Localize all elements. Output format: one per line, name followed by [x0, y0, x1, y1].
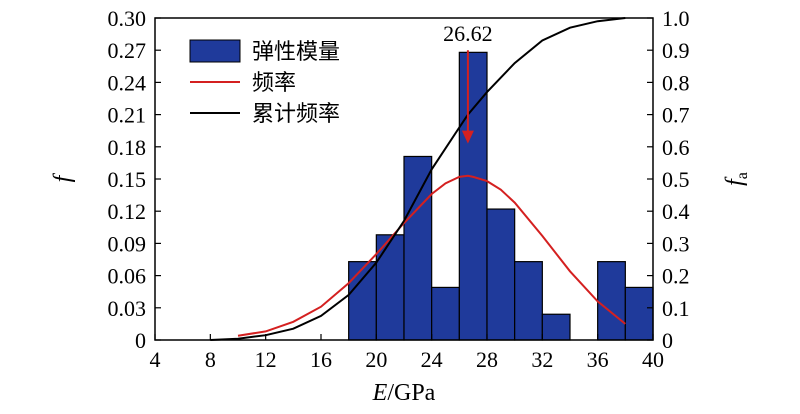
histogram-bar: [403, 155, 433, 341]
y-right-tick-label: 1.0: [662, 6, 690, 31]
histogram-bar: [541, 313, 571, 341]
histogram-bar: [431, 286, 460, 341]
x-tick-label: 16: [310, 347, 332, 372]
legend-swatch-histogram: [189, 39, 241, 63]
legend: 弹性模量 频率 累计频率: [189, 39, 340, 127]
y-left-tick-label: 0.27: [108, 38, 147, 63]
x-tick-label: 32: [531, 347, 553, 372]
annotation-arrowhead: [461, 130, 474, 144]
x-tick-label: 28: [476, 347, 498, 372]
histogram-bar: [486, 208, 516, 341]
annotation-label: 26.62: [443, 21, 493, 46]
y-left-tick-label: 0.12: [108, 199, 147, 224]
histogram-bar: [624, 286, 654, 341]
y-right-tick-label: 0: [662, 328, 673, 353]
y-axis-left-label: f: [50, 172, 76, 182]
y-right-tick-label: 0.6: [662, 135, 690, 160]
legend-label-cumulative: 累计频率: [252, 102, 340, 127]
y-left-tick-label: 0.15: [108, 167, 147, 192]
y-left-tick-label: 0.21: [108, 103, 147, 128]
histogram-bar: [514, 261, 543, 341]
peak-annotation: 26.62: [443, 21, 493, 144]
y-axis-right-subscript: a: [734, 172, 751, 179]
x-axis-variable: E: [372, 380, 388, 406]
histogram-bar: [458, 51, 488, 341]
x-tick-label: 24: [421, 347, 443, 372]
x-axis-label: E/GPa: [372, 380, 436, 406]
frequency-curve: [237, 174, 626, 337]
y-left-tick-label: 0.03: [108, 296, 147, 321]
x-tick-label: 8: [205, 347, 216, 372]
x-tick-label: 40: [642, 347, 664, 372]
y-left-tick-label: 0.24: [108, 70, 147, 95]
y-right-tick-label: 0.3: [662, 231, 690, 256]
legend-label-histogram: 弹性模量: [252, 40, 340, 65]
y-right-tick-label: 0.5: [662, 167, 690, 192]
y-left-tick-label: 0: [135, 328, 146, 353]
histogram-bars: [348, 51, 654, 341]
histogram-bar: [597, 261, 626, 341]
y-right-tick-label: 0.1: [662, 296, 690, 321]
histogram-bar: [375, 234, 405, 341]
histogram-bar: [348, 261, 377, 341]
y-left-tick-label: 0.18: [108, 135, 147, 160]
ticks: 4 8 12 16 20 24 28 32 36 4000.030.060.090.120.150…: [108, 6, 690, 372]
x-axis-unit: /GPa: [387, 380, 435, 406]
x-tick-label: 4: [150, 347, 161, 372]
y-left-tick-label: 0.30: [108, 6, 147, 31]
y-axis-right-label: fa: [722, 172, 751, 186]
y-right-tick-label: 0.2: [662, 264, 690, 289]
y-right-tick-label: 0.4: [662, 199, 690, 224]
x-tick-label: 12: [255, 347, 277, 372]
y-left-tick-label: 0.09: [108, 231, 147, 256]
curves: [210, 17, 626, 341]
x-tick-label: 36: [587, 347, 609, 372]
cumulative-frequency-curve: [210, 17, 626, 341]
y-right-tick-label: 0.7: [662, 103, 690, 128]
y-axis-right-base: f: [722, 176, 748, 186]
legend-label-frequency: 频率: [252, 71, 296, 96]
y-left-tick-label: 0.06: [108, 264, 147, 289]
y-right-tick-label: 0.9: [662, 38, 690, 63]
y-right-tick-label: 0.8: [662, 70, 690, 95]
x-tick-label: 20: [365, 347, 387, 372]
